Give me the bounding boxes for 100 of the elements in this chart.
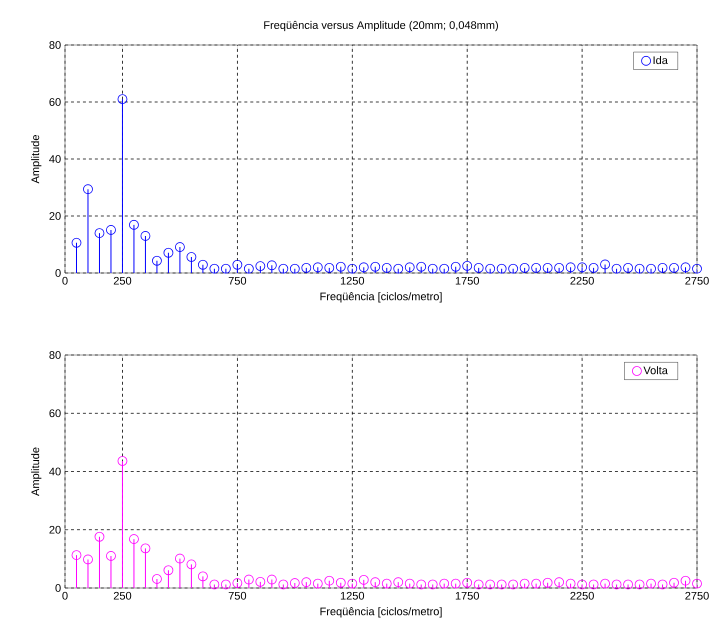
point — [278, 580, 288, 590]
point — [692, 578, 702, 589]
y-tick-label: 80 — [49, 41, 61, 49]
point — [612, 580, 622, 590]
point — [439, 264, 450, 274]
point — [474, 262, 484, 273]
point — [542, 262, 553, 273]
legend-label: Ida — [654, 56, 668, 64]
point — [140, 543, 150, 554]
point — [255, 576, 266, 587]
y-tick-label: 20 — [49, 526, 61, 534]
point — [198, 260, 208, 270]
point — [347, 264, 358, 274]
point — [508, 580, 518, 590]
x-tick-label: 2250 — [570, 276, 594, 285]
point — [669, 262, 679, 273]
point — [106, 225, 116, 235]
y-tick-label: 0 — [55, 584, 61, 592]
point — [198, 571, 208, 582]
point — [83, 184, 93, 194]
point — [588, 262, 598, 273]
point — [220, 264, 231, 274]
point — [623, 580, 633, 590]
point — [301, 262, 312, 273]
y-tick-label: 40 — [49, 468, 61, 476]
point — [129, 534, 139, 544]
point — [680, 262, 690, 272]
point — [312, 578, 323, 589]
point — [118, 94, 128, 104]
point — [186, 560, 196, 570]
point — [404, 262, 415, 272]
point — [255, 261, 266, 272]
point — [393, 264, 404, 274]
point — [118, 456, 128, 466]
x-tick-label: 0 — [62, 276, 68, 285]
point — [220, 580, 231, 590]
point — [612, 264, 622, 274]
point — [404, 578, 415, 589]
point — [577, 262, 587, 272]
legend-label: Volta — [643, 366, 668, 374]
point — [450, 578, 461, 589]
x-tick-label: 250 — [114, 592, 132, 600]
point — [301, 577, 312, 588]
point — [266, 260, 277, 270]
point — [186, 252, 196, 262]
x-tick-label: 1250 — [340, 276, 364, 285]
point — [324, 262, 334, 273]
y-tick-label: 60 — [49, 409, 61, 418]
point — [209, 264, 220, 274]
point — [416, 580, 426, 590]
point — [290, 578, 300, 588]
point — [658, 580, 668, 590]
x-axis-title: Freqüência [ciclos/metro] — [320, 607, 442, 618]
point — [244, 574, 254, 584]
x-tick-label: 0 — [62, 592, 68, 600]
point — [658, 262, 668, 273]
point — [152, 256, 162, 266]
point — [520, 578, 530, 589]
point — [669, 578, 679, 588]
point — [680, 576, 690, 586]
y-axis-title: Amplitude — [31, 448, 42, 496]
point — [496, 580, 507, 590]
point — [485, 580, 496, 590]
point — [324, 576, 334, 586]
point — [600, 260, 610, 270]
point — [129, 220, 139, 230]
point — [209, 580, 220, 590]
point — [577, 580, 587, 590]
point — [94, 228, 104, 238]
point — [72, 238, 82, 248]
point — [175, 242, 185, 252]
point — [164, 248, 174, 258]
point — [428, 264, 438, 274]
point — [140, 231, 150, 241]
point — [439, 578, 450, 589]
point — [232, 578, 242, 588]
point — [450, 262, 461, 272]
x-tick-label: 2750 — [685, 592, 709, 600]
point — [72, 550, 82, 560]
point — [646, 578, 656, 589]
point — [646, 264, 656, 274]
chart-title: Freqüência versus Amplitude (20mm; 0,048mm) — [264, 20, 498, 32]
point — [358, 574, 369, 585]
point — [266, 574, 277, 584]
point — [692, 264, 702, 274]
point — [382, 262, 392, 273]
point — [634, 264, 644, 274]
point — [623, 262, 633, 273]
point — [554, 577, 564, 588]
point — [358, 262, 369, 272]
point — [542, 578, 553, 588]
y-tick-label: 20 — [49, 212, 61, 220]
point — [485, 264, 496, 274]
point — [428, 580, 438, 590]
x-tick-label: 1750 — [456, 276, 479, 285]
point — [347, 578, 358, 589]
point — [566, 578, 576, 589]
point — [508, 264, 518, 274]
point — [336, 262, 346, 272]
x-tick-label: 1250 — [340, 592, 364, 600]
